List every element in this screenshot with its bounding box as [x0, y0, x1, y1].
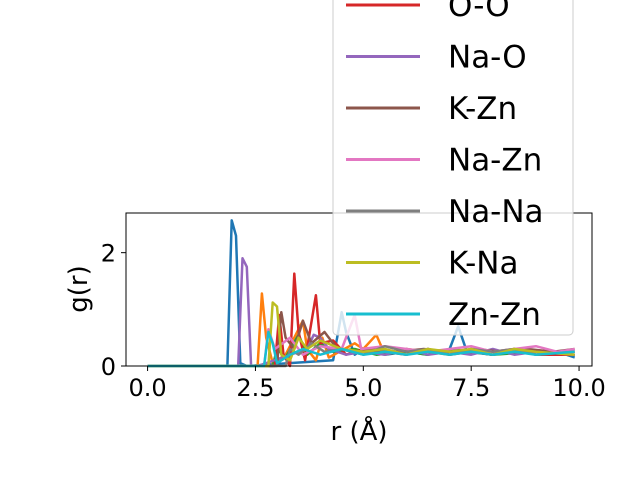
legend-label: Na-Na — [448, 194, 544, 230]
legend-label: Na-Zn — [448, 143, 542, 179]
x-tick-label: 0.0 — [128, 374, 166, 402]
y-tick-label: 0 — [101, 353, 116, 381]
legend-box — [332, 0, 574, 336]
x-tick-label: 7.5 — [452, 374, 490, 402]
series-lines — [147, 219, 576, 368]
legend-label: Na-O — [448, 40, 527, 76]
legend-label: K-Na — [448, 246, 518, 282]
x-tick-label: 2.5 — [236, 374, 274, 402]
x-tick-label: 10.0 — [552, 374, 605, 402]
axis-ticks: 0.0 2.5 5.0 7.5 10.0 0 2 — [101, 240, 606, 402]
y-tick-label: 2 — [101, 240, 116, 268]
legend-label: O-O — [448, 0, 510, 24]
legend-label: Zn-Zn — [448, 297, 541, 333]
legend: O-O Na-O K-Zn Na-Zn Na-Na K-Na Zn-Zn — [332, 0, 574, 336]
legend-label: K-Zn — [448, 91, 517, 127]
y-axis-label: g(r) — [64, 265, 94, 312]
series-line-9 — [147, 330, 575, 368]
x-tick-label: 5.0 — [344, 374, 382, 402]
x-axis-label: r (Å) — [330, 415, 387, 447]
